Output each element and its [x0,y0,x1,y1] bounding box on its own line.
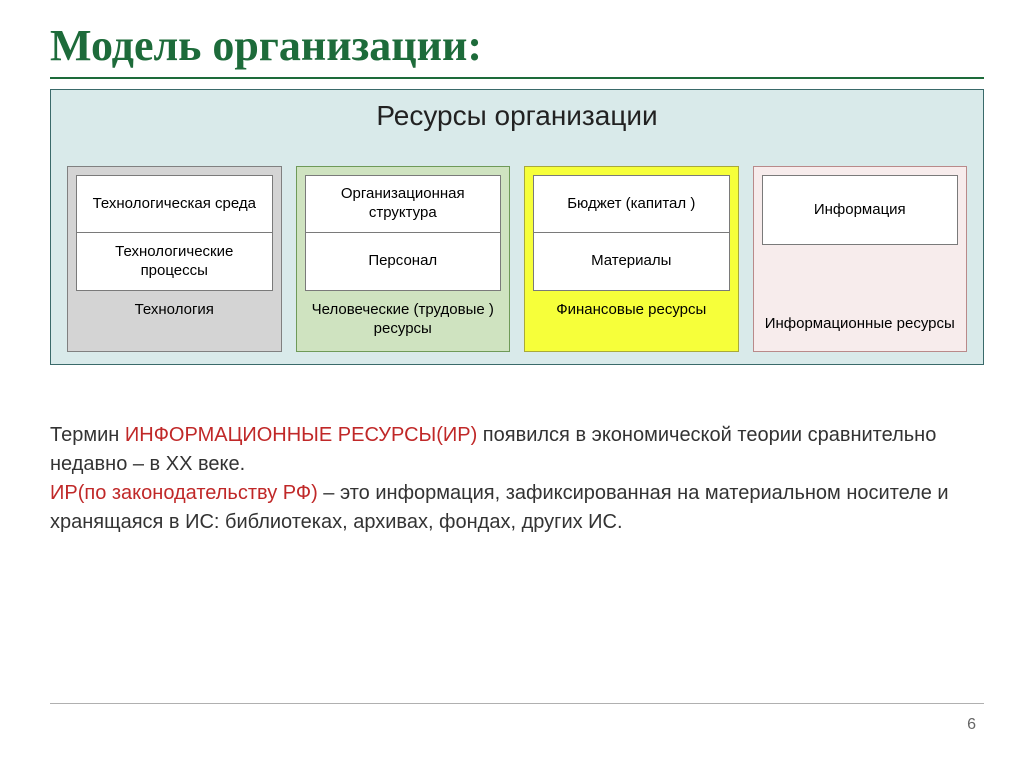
body-p1-a: Термин [50,424,125,446]
panel-header: Ресурсы организации [51,90,983,146]
col-technology: Технологическая среда Технологические пр… [67,166,282,352]
body-p2-highlight: ИР(по законодательству РФ) [50,482,318,504]
resources-panel: Ресурсы организации Технологическая сред… [50,89,984,365]
cell: Организационная структура [305,175,502,233]
body-text: Термин ИНФОРМАЦИОННЫЕ РЕСУРСЫ(ИР) появил… [50,421,984,537]
cell: Технологические процессы [76,233,273,291]
columns-row: Технологическая среда Технологические пр… [51,146,983,364]
col-information: Информация Информационные ресурсы [753,166,968,352]
cell: Материалы [533,233,730,291]
body-p1-highlight: ИНФОРМАЦИОННЫЕ РЕСУРСЫ(ИР) [125,424,477,446]
col-financial: Бюджет (капитал ) Материалы Финансовые р… [524,166,739,352]
cell: Бюджет (капитал ) [533,175,730,233]
col-label: Информационные ресурсы [754,305,967,346]
page-number: 6 [967,716,976,734]
cell: Персонал [305,233,502,291]
cell: Информация [762,175,959,245]
col-label: Технология [68,291,281,332]
col-label: Человеческие (трудовые ) ресурсы [297,291,510,351]
footer-rule [50,703,984,704]
col-label: Финансовые ресурсы [525,291,738,332]
cell: Технологическая среда [76,175,273,233]
col-human: Организационная структура Персонал Челов… [296,166,511,352]
slide-title: Модель организации: [50,20,984,79]
